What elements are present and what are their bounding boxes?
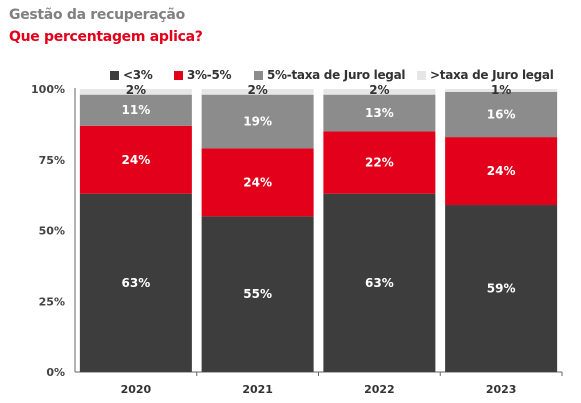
bar-segment: [323, 94, 436, 132]
data-label: 11%: [122, 103, 151, 117]
legend-label: <3%: [123, 68, 153, 82]
bar-segment: [79, 193, 192, 372]
data-label: 63%: [365, 276, 394, 290]
data-label: 2%: [247, 83, 267, 97]
data-label: 24%: [122, 153, 151, 167]
bar-segment: [445, 89, 558, 92]
legend-item: 5%-taxa de Juro legal: [254, 67, 406, 83]
data-label: 63%: [122, 276, 151, 290]
legend: <3% 3%-5% 5%-taxa de Juro legal >taxa de Ju…: [0, 67, 581, 83]
data-label: 55%: [243, 287, 272, 301]
y-tick-label: 25%: [39, 295, 65, 308]
legend-item: <3%: [110, 67, 153, 83]
bar-segment: [323, 131, 436, 194]
x-tick-label: 2022: [364, 383, 395, 396]
data-label: 24%: [487, 164, 516, 178]
legend-label: 5%-taxa de Juro legal: [267, 68, 406, 82]
bar-segment: [79, 94, 192, 126]
y-tick-label: 100%: [31, 83, 65, 96]
bar-segment: [201, 216, 314, 372]
x-tick-label: 2021: [242, 383, 273, 396]
legend-item: 3%-5%: [174, 67, 232, 83]
bar-segment: [323, 89, 436, 95]
x-tick-label: 2020: [121, 383, 152, 396]
x-tick-label: 2023: [486, 383, 517, 396]
legend-label: 3%-5%: [187, 68, 232, 82]
y-tick-label: 50%: [39, 225, 65, 238]
bar-segment: [445, 205, 558, 372]
bar-segment: [201, 89, 314, 95]
bar-segment: [201, 94, 314, 149]
bar-segment: [201, 148, 314, 217]
legend-item: >taxa de Juro legal: [417, 67, 554, 83]
data-label: 16%: [487, 107, 516, 121]
legend-swatch: [417, 70, 426, 80]
data-label: 1%: [491, 83, 511, 97]
data-label: 2%: [126, 83, 146, 97]
legend-label: >taxa de Juro legal: [430, 68, 554, 82]
legend-swatch: [110, 70, 119, 80]
bar-segment: [323, 193, 436, 372]
data-label: 22%: [365, 156, 394, 170]
y-tick-label: 75%: [39, 154, 65, 167]
chart-title: Gestão da recuperação: [9, 7, 185, 23]
bar-segment: [79, 125, 192, 194]
chart-subtitle: Que percentagem aplica?: [9, 29, 203, 45]
legend-swatch: [254, 70, 263, 80]
y-tick-label: 0%: [46, 366, 65, 379]
bar-segment: [79, 89, 192, 95]
data-label: 24%: [243, 175, 272, 189]
bar-segment: [445, 91, 558, 138]
bar-segment: [445, 137, 558, 206]
legend-swatch: [174, 70, 183, 80]
data-label: 2%: [369, 83, 389, 97]
data-label: 59%: [487, 282, 516, 296]
data-label: 19%: [243, 115, 272, 129]
data-label: 13%: [365, 106, 394, 120]
